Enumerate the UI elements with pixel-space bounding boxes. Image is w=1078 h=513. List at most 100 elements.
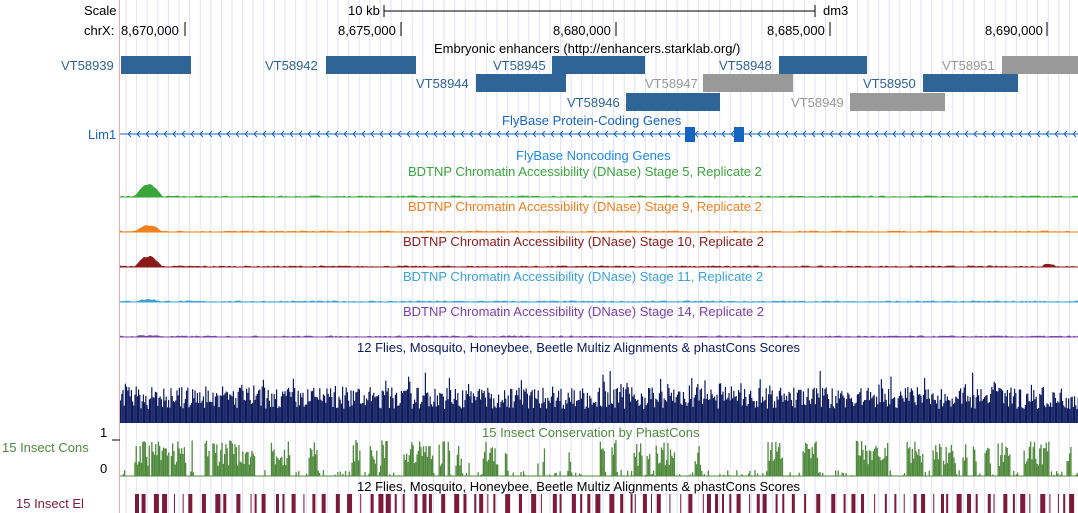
enhancer-feature[interactable] bbox=[626, 93, 720, 111]
cons-bar bbox=[406, 453, 408, 476]
conserved-element bbox=[630, 494, 633, 513]
dnase-track-title[interactable]: BDTNP Chromatin Accessibility (DNase) St… bbox=[408, 199, 762, 214]
enhancer-track-title[interactable]: Embryonic enhancers (http://enhancers.st… bbox=[434, 41, 741, 56]
cons-bar bbox=[374, 463, 377, 476]
flybase-coding-title[interactable]: FlyBase Protein-Coding Genes bbox=[502, 113, 682, 128]
enhancer-feature[interactable] bbox=[552, 56, 645, 74]
cons-bar bbox=[429, 445, 431, 476]
multiz-bar bbox=[426, 393, 428, 423]
cons-side-label[interactable]: 15 Insect Cons bbox=[2, 440, 89, 455]
cons-bar bbox=[426, 456, 429, 476]
multiz-bar bbox=[585, 406, 587, 423]
enhancer-label[interactable]: VT58942 bbox=[265, 58, 318, 73]
enhancer-label[interactable]: VT58939 bbox=[61, 58, 114, 73]
conserved-element bbox=[335, 494, 340, 513]
cons-bar bbox=[669, 449, 672, 476]
enhancer-label[interactable]: VT58949 bbox=[791, 95, 844, 110]
elements-side-label[interactable]: 15 Insect El bbox=[16, 496, 84, 511]
multiz-bar bbox=[508, 407, 510, 423]
multiz-bar bbox=[310, 391, 312, 423]
multiz-bar bbox=[867, 387, 869, 423]
multiz-bar bbox=[921, 402, 923, 423]
enhancer-label[interactable]: VT58948 bbox=[719, 58, 772, 73]
enhancer-label[interactable]: VT58946 bbox=[567, 95, 620, 110]
gene-label-lim1[interactable]: Lim1 bbox=[88, 127, 117, 142]
dnase-track-title[interactable]: BDTNP Chromatin Accessibility (DNase) St… bbox=[408, 164, 762, 179]
cons-bar bbox=[915, 451, 917, 476]
enhancer-feature[interactable] bbox=[850, 93, 945, 111]
multiz-bar bbox=[428, 406, 430, 423]
enhancer-feature[interactable] bbox=[703, 74, 793, 92]
multiz-bar bbox=[902, 398, 904, 423]
elements-track-title[interactable]: 12 Flies, Mosquito, Honeybee, Beetle Mul… bbox=[357, 479, 800, 494]
multiz-bar bbox=[1068, 398, 1070, 423]
dnase-track-title[interactable]: BDTNP Chromatin Accessibility (DNase) St… bbox=[403, 234, 765, 249]
multiz-bar bbox=[772, 407, 774, 423]
multiz-bar bbox=[976, 389, 978, 423]
enhancer-label[interactable]: VT58951 bbox=[942, 58, 995, 73]
cons-bar bbox=[179, 453, 182, 476]
cons-bar bbox=[883, 458, 885, 476]
conserved-element bbox=[967, 494, 972, 513]
multiz-bar bbox=[705, 398, 707, 423]
dnase-track-title[interactable]: BDTNP Chromatin Accessibility (DNase) St… bbox=[403, 269, 764, 284]
multiz-bar bbox=[170, 388, 172, 423]
multiz-bar bbox=[518, 387, 520, 423]
cons-bar bbox=[723, 474, 725, 476]
enhancer-label[interactable]: VT58945 bbox=[493, 58, 546, 73]
multiz-bar bbox=[272, 406, 274, 423]
cons-bar bbox=[963, 460, 965, 476]
enhancer-feature[interactable] bbox=[1002, 56, 1078, 74]
strand-chevron bbox=[703, 130, 708, 138]
cons-bar bbox=[949, 452, 951, 476]
multiz-bar bbox=[738, 390, 740, 423]
cons-bar bbox=[543, 448, 546, 476]
multiz-bar bbox=[201, 400, 203, 423]
cons-bar bbox=[253, 456, 256, 476]
multiz-bar bbox=[444, 408, 446, 423]
cons-bar bbox=[818, 472, 820, 476]
flybase-noncoding-title[interactable]: FlyBase Noncoding Genes bbox=[516, 148, 671, 163]
multiz-bar bbox=[302, 392, 304, 423]
multiz-bar bbox=[424, 372, 426, 423]
multiz-bar bbox=[733, 390, 735, 423]
cons-bar bbox=[633, 452, 635, 476]
enhancer-label[interactable]: VT58944 bbox=[416, 76, 469, 91]
multiz-bar bbox=[322, 394, 324, 423]
cons-bar bbox=[251, 450, 253, 476]
cons-bar bbox=[368, 473, 370, 476]
conserved-element bbox=[762, 494, 767, 513]
multiz-bar bbox=[570, 401, 572, 423]
multiz-bar bbox=[398, 405, 400, 423]
multiz-bar bbox=[970, 407, 972, 423]
multiz-bar bbox=[166, 407, 168, 423]
multiz-bar bbox=[525, 388, 527, 423]
multiz-bar bbox=[494, 406, 496, 423]
cons-bar bbox=[694, 461, 696, 476]
multiz-bar bbox=[1022, 408, 1024, 423]
cons-track-title[interactable]: 15 Insect Conservation by PhastCons bbox=[482, 425, 700, 440]
multiz-track-title[interactable]: 12 Flies, Mosquito, Honeybee, Beetle Mul… bbox=[357, 340, 800, 355]
cons-bar bbox=[523, 471, 525, 476]
multiz-bar bbox=[952, 403, 954, 423]
dnase-track-title[interactable]: BDTNP Chromatin Accessibility (DNase) St… bbox=[403, 304, 765, 319]
multiz-bar bbox=[1064, 407, 1066, 423]
multiz-bar bbox=[871, 398, 873, 423]
enhancer-feature[interactable] bbox=[326, 56, 416, 74]
cons-bar bbox=[354, 461, 356, 476]
enhancer-label[interactable]: VT58947 bbox=[645, 76, 698, 91]
cons-bar bbox=[773, 459, 776, 476]
enhancer-feature[interactable] bbox=[121, 56, 191, 74]
multiz-bar bbox=[470, 391, 472, 423]
enhancer-feature[interactable] bbox=[923, 74, 1018, 92]
enhancer-feature[interactable] bbox=[476, 74, 566, 92]
multiz-bar bbox=[758, 387, 760, 423]
cons-bar bbox=[175, 461, 178, 476]
conserved-element bbox=[463, 494, 467, 513]
cons-bar bbox=[482, 458, 484, 476]
cons-bar bbox=[378, 472, 380, 476]
enhancer-label[interactable]: VT58950 bbox=[863, 76, 916, 91]
conserved-element bbox=[729, 494, 732, 513]
enhancer-feature[interactable] bbox=[779, 56, 867, 74]
cons-bar bbox=[231, 443, 234, 476]
